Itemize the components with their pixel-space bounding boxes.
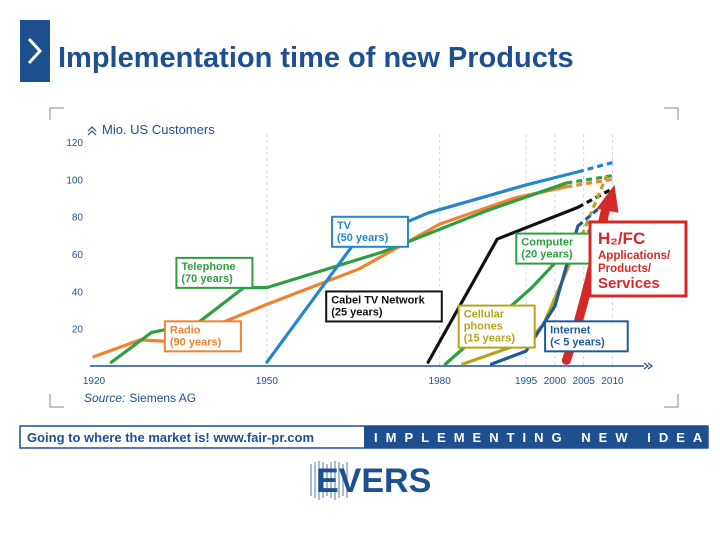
series-label-text-tv-50-years-1: (50 years) [337, 232, 389, 244]
series-label-telephone-70-years: Telephone(70 years) [175, 256, 254, 289]
series-label-computer-20-years: Computer(20 years) [515, 232, 594, 265]
frame-corner-top-right [664, 107, 679, 120]
series-label-box-tv-50-years [330, 215, 409, 248]
series-line-internet-5-years [489, 224, 580, 366]
banner-tagline: IMPLEMENTING NEW IDEAS [374, 430, 720, 445]
h2fc-callout: H₂/FC Applications/ Products/ Services [588, 220, 688, 298]
series-projection-cabel-tv-network-25-years [577, 187, 614, 209]
y-tick-80: 80 [72, 213, 84, 224]
y-axis-arrow-icon [87, 126, 97, 136]
x-tick-2010: 2010 [601, 376, 624, 387]
series-projection-telephone-70-years [566, 174, 613, 185]
series-label-radio-90-years: Radio(90 years) [163, 320, 242, 353]
series-label-tv-50-years: TV(50 years) [330, 215, 409, 248]
frame-corner-bottom-right [664, 394, 679, 408]
series-label-text-internet-5-years-0: Internet [550, 324, 591, 336]
x-tick-1980: 1980 [429, 376, 452, 387]
chart: Mio. US Customers 20 40 60 80 100 120 1920 195… [66, 122, 653, 387]
series-label-text-telephone-70-years-1: (70 years) [181, 273, 233, 285]
title-marker-block [20, 20, 50, 82]
source-label: Source: [84, 391, 125, 405]
series-label-box-radio-90-years [163, 320, 242, 353]
series-line-radio-90-years [92, 185, 568, 359]
source-value: Siemens AG [129, 391, 196, 405]
series-label-box-cabel-tv-network-25-years [325, 290, 443, 323]
chevron-right-icon [27, 37, 43, 65]
h2fc-callout-box [588, 220, 688, 298]
y-ticks: 20 40 60 80 100 120 [66, 138, 83, 336]
series-label-text-radio-90-years-0: Radio [170, 324, 201, 336]
x-tick-1950: 1950 [256, 376, 279, 387]
h2fc-line-services: Services [598, 275, 660, 292]
frame-corner-bottom-left [49, 394, 64, 408]
series-label-cabel-tv-network-25-years: Cabel TV Network(25 years) [325, 290, 443, 323]
y-axis-label: Mio. US Customers [102, 122, 215, 137]
series-label-text-cabel-tv-network-25-years-0: Cabel TV Network [331, 294, 425, 306]
series-projection-radio-90-years [566, 177, 613, 189]
series-label-text-cabel-tv-network-25-years-1: (25 years) [331, 306, 383, 318]
y-tick-20: 20 [72, 325, 84, 336]
evers-logo: EVERS [310, 461, 431, 500]
series-label-text-computer-20-years-1: (20 years) [521, 249, 573, 261]
series-label-text-cellular-phones-15-years-0: Cellular [464, 309, 505, 321]
series-label-text-cellular-phones-15-years-1: phones [464, 321, 503, 333]
series-label-text-internet-5-years-1: (< 5 years) [550, 336, 605, 348]
logo-stripes-icon [310, 461, 348, 500]
source-line: Source: Siemens AG [84, 391, 196, 405]
h2fc-line-applications: Applications/ [598, 250, 671, 262]
x-axis-arrow-icon [643, 362, 653, 370]
series-label-text-cellular-phones-15-years-2: (15 years) [464, 333, 516, 345]
series-label-internet-5-years: Internet(< 5 years) [544, 320, 629, 353]
x-tick-2005: 2005 [573, 376, 596, 387]
series-labels: Radio(90 years) Telephone(70 years) TV(50 … [163, 215, 629, 353]
h2fc-arrow-head-icon [596, 184, 619, 213]
series-label-box-cellular-phones-15-years [457, 304, 536, 349]
series-label-text-computer-20-years-0: Computer [521, 237, 574, 249]
logo-wordmark: EVERS [316, 462, 431, 500]
series-line-tv-50-years [265, 170, 580, 364]
frame-corner-top-left [49, 107, 64, 120]
y-tick-40: 40 [72, 287, 84, 298]
bottom-banner-dark [364, 426, 708, 448]
x-ticks: 1920 1950 1980 1995 2000 2005 2010 [83, 376, 624, 387]
x-tick-2000: 2000 [544, 376, 567, 387]
series-label-box-telephone-70-years [175, 256, 254, 289]
y-tick-120: 120 [66, 138, 83, 149]
y-tick-60: 60 [72, 250, 84, 261]
h2fc-line-products: Products/ [598, 263, 652, 275]
series-label-text-tv-50-years-0: TV [337, 220, 352, 232]
x-tick-1920: 1920 [83, 376, 106, 387]
y-tick-100: 100 [66, 175, 83, 186]
series-label-box-internet-5-years [544, 320, 629, 353]
banner-slogan: Going to where the market is! www.fair-p… [27, 430, 314, 445]
series-label-text-telephone-70-years-0: Telephone [181, 261, 235, 273]
slide-title: Implementation time of new Products [58, 42, 574, 74]
series-projection-tv-50-years [577, 160, 613, 174]
series-line-telephone-70-years [109, 181, 568, 364]
series-label-text-radio-90-years-1: (90 years) [170, 336, 222, 348]
x-tick-1995: 1995 [515, 376, 538, 387]
frame-corners [49, 107, 679, 408]
series-line-cabel-tv-network-25-years [426, 205, 580, 364]
h2fc-title: H₂/FC [598, 229, 645, 248]
axes: Mio. US Customers [87, 122, 653, 370]
